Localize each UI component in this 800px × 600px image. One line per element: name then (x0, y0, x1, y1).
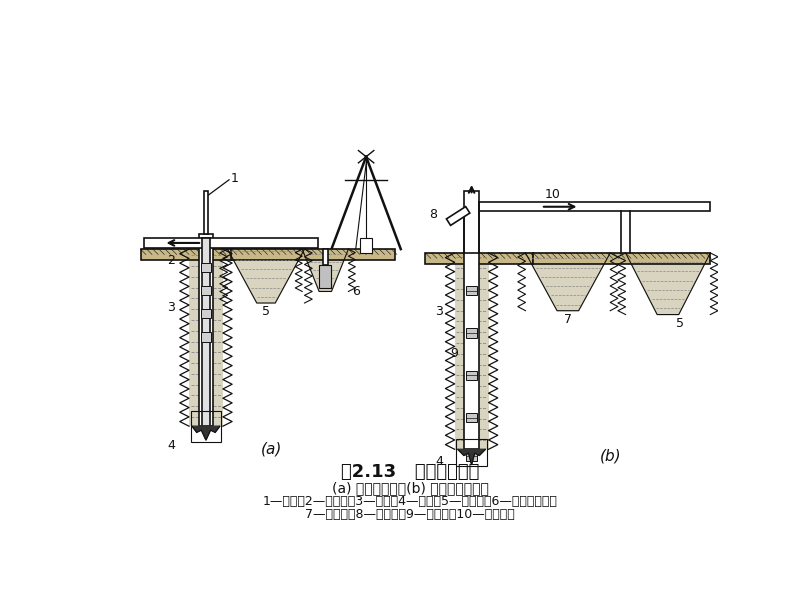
Polygon shape (302, 249, 349, 292)
Text: 7: 7 (564, 313, 572, 326)
Bar (466, 413, 477, 422)
Polygon shape (227, 249, 305, 303)
Text: 4: 4 (435, 455, 443, 468)
Polygon shape (458, 449, 486, 464)
Text: 图2.13   循环排渣方法: 图2.13 循环排渣方法 (341, 463, 479, 481)
Bar (360, 238, 372, 253)
Bar (201, 309, 211, 319)
Bar (479, 202, 710, 211)
Polygon shape (526, 253, 610, 311)
Bar (466, 286, 477, 295)
Text: 10: 10 (545, 188, 561, 200)
Bar (454, 253, 489, 449)
Bar (201, 263, 211, 272)
Bar (466, 371, 477, 380)
Text: 3: 3 (167, 301, 175, 314)
Polygon shape (192, 426, 220, 440)
Bar (201, 286, 211, 295)
Text: (a): (a) (261, 441, 282, 456)
Bar (534, 253, 710, 264)
Bar (190, 411, 222, 442)
Text: 6: 6 (352, 286, 360, 298)
Text: 2: 2 (167, 254, 175, 268)
Bar (201, 332, 211, 341)
Text: 3: 3 (435, 305, 443, 317)
Bar (466, 328, 477, 338)
Text: (a) 正循环排渣；(b) 泵举反循环排渣: (a) 正循环排渣；(b) 泵举反循环排渣 (331, 481, 489, 495)
Text: 5: 5 (262, 305, 270, 317)
Text: 5: 5 (676, 317, 684, 330)
Text: 1—钻杆；2—送水管；3—主机；4—钻头；5—沉淀池；6—潜水泥浆泵；: 1—钻杆；2—送水管；3—主机；4—钻头；5—沉淀池；6—潜水泥浆泵； (262, 495, 558, 508)
Text: 8: 8 (430, 208, 438, 221)
Bar (323, 249, 328, 265)
Text: 4: 4 (167, 439, 175, 452)
Polygon shape (626, 253, 710, 314)
Bar (199, 234, 213, 426)
Bar (189, 249, 223, 426)
Text: 9: 9 (450, 347, 458, 360)
Bar (426, 253, 534, 264)
Bar (319, 265, 331, 287)
Bar (204, 191, 208, 233)
Bar (231, 249, 394, 260)
Bar (464, 191, 479, 449)
Text: (b): (b) (599, 449, 621, 464)
Bar (144, 238, 318, 248)
Polygon shape (446, 206, 470, 226)
Bar (466, 452, 477, 461)
Text: 7—泥浆池；8—砂石泵；9—抽渣管；10—排渣胶管: 7—泥浆池；8—砂石泵；9—抽渣管；10—排渣胶管 (305, 508, 515, 521)
Bar (141, 249, 233, 260)
Bar (202, 238, 210, 426)
Text: 1: 1 (230, 172, 238, 185)
Bar (456, 439, 487, 466)
